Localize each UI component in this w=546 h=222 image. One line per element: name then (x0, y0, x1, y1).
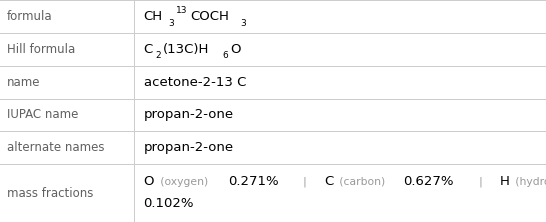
Text: formula: formula (7, 10, 52, 23)
Text: (hydrogen): (hydrogen) (512, 176, 546, 187)
Text: O: O (230, 43, 241, 56)
Text: (carbon): (carbon) (336, 176, 388, 187)
Text: 6: 6 (223, 52, 228, 60)
Text: C: C (144, 43, 153, 56)
Text: COCH: COCH (191, 10, 229, 23)
Text: propan-2-one: propan-2-one (144, 109, 234, 121)
Text: C: C (324, 175, 333, 188)
Text: |: | (469, 176, 492, 187)
Text: propan-2-one: propan-2-one (144, 141, 234, 154)
Text: H: H (500, 175, 509, 188)
Text: Hill formula: Hill formula (7, 43, 75, 56)
Text: 3: 3 (241, 19, 246, 28)
Text: IUPAC name: IUPAC name (7, 109, 78, 121)
Text: (oxygen): (oxygen) (157, 176, 212, 187)
Text: |: | (293, 176, 317, 187)
Text: 0.627%: 0.627% (403, 175, 454, 188)
Text: alternate names: alternate names (7, 141, 104, 154)
Text: name: name (7, 76, 40, 89)
Text: (13C)H: (13C)H (163, 43, 209, 56)
Text: 13: 13 (176, 6, 187, 15)
Text: CH: CH (144, 10, 163, 23)
Text: 3: 3 (168, 19, 174, 28)
Text: acetone-2-13 C: acetone-2-13 C (144, 76, 246, 89)
Text: O: O (144, 175, 154, 188)
Text: 2: 2 (156, 52, 161, 60)
Text: mass fractions: mass fractions (7, 187, 93, 200)
Text: 0.271%: 0.271% (228, 175, 278, 188)
Text: 0.102%: 0.102% (144, 197, 194, 210)
